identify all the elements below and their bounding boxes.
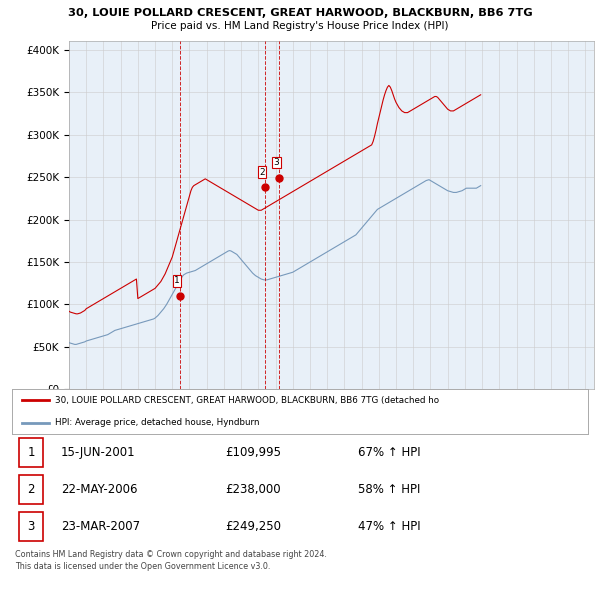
Text: £109,995: £109,995 [225, 446, 281, 459]
FancyBboxPatch shape [19, 512, 43, 541]
Text: £249,250: £249,250 [225, 520, 281, 533]
Text: 3: 3 [274, 158, 279, 167]
Text: HPI: Average price, detached house, Hyndburn: HPI: Average price, detached house, Hynd… [55, 418, 260, 427]
Text: 1: 1 [27, 446, 35, 459]
Text: 67% ↑ HPI: 67% ↑ HPI [358, 446, 420, 459]
Text: This data is licensed under the Open Government Licence v3.0.: This data is licensed under the Open Gov… [15, 562, 271, 571]
Text: 15-JUN-2001: 15-JUN-2001 [61, 446, 136, 459]
Text: 47% ↑ HPI: 47% ↑ HPI [358, 520, 420, 533]
Text: 22-MAY-2006: 22-MAY-2006 [61, 483, 137, 496]
Text: Contains HM Land Registry data © Crown copyright and database right 2024.: Contains HM Land Registry data © Crown c… [15, 550, 327, 559]
Text: 2: 2 [27, 483, 35, 496]
Text: 30, LOUIE POLLARD CRESCENT, GREAT HARWOOD, BLACKBURN, BB6 7TG (detached ho: 30, LOUIE POLLARD CRESCENT, GREAT HARWOO… [55, 396, 439, 405]
Text: 23-MAR-2007: 23-MAR-2007 [61, 520, 140, 533]
Text: 30, LOUIE POLLARD CRESCENT, GREAT HARWOOD, BLACKBURN, BB6 7TG: 30, LOUIE POLLARD CRESCENT, GREAT HARWOO… [68, 8, 532, 18]
Text: 1: 1 [174, 276, 180, 286]
Text: £238,000: £238,000 [225, 483, 281, 496]
Text: 3: 3 [28, 520, 35, 533]
Text: Price paid vs. HM Land Registry's House Price Index (HPI): Price paid vs. HM Land Registry's House … [151, 21, 449, 31]
Text: 2: 2 [259, 168, 265, 176]
FancyBboxPatch shape [19, 475, 43, 504]
FancyBboxPatch shape [19, 438, 43, 467]
Text: 58% ↑ HPI: 58% ↑ HPI [358, 483, 420, 496]
